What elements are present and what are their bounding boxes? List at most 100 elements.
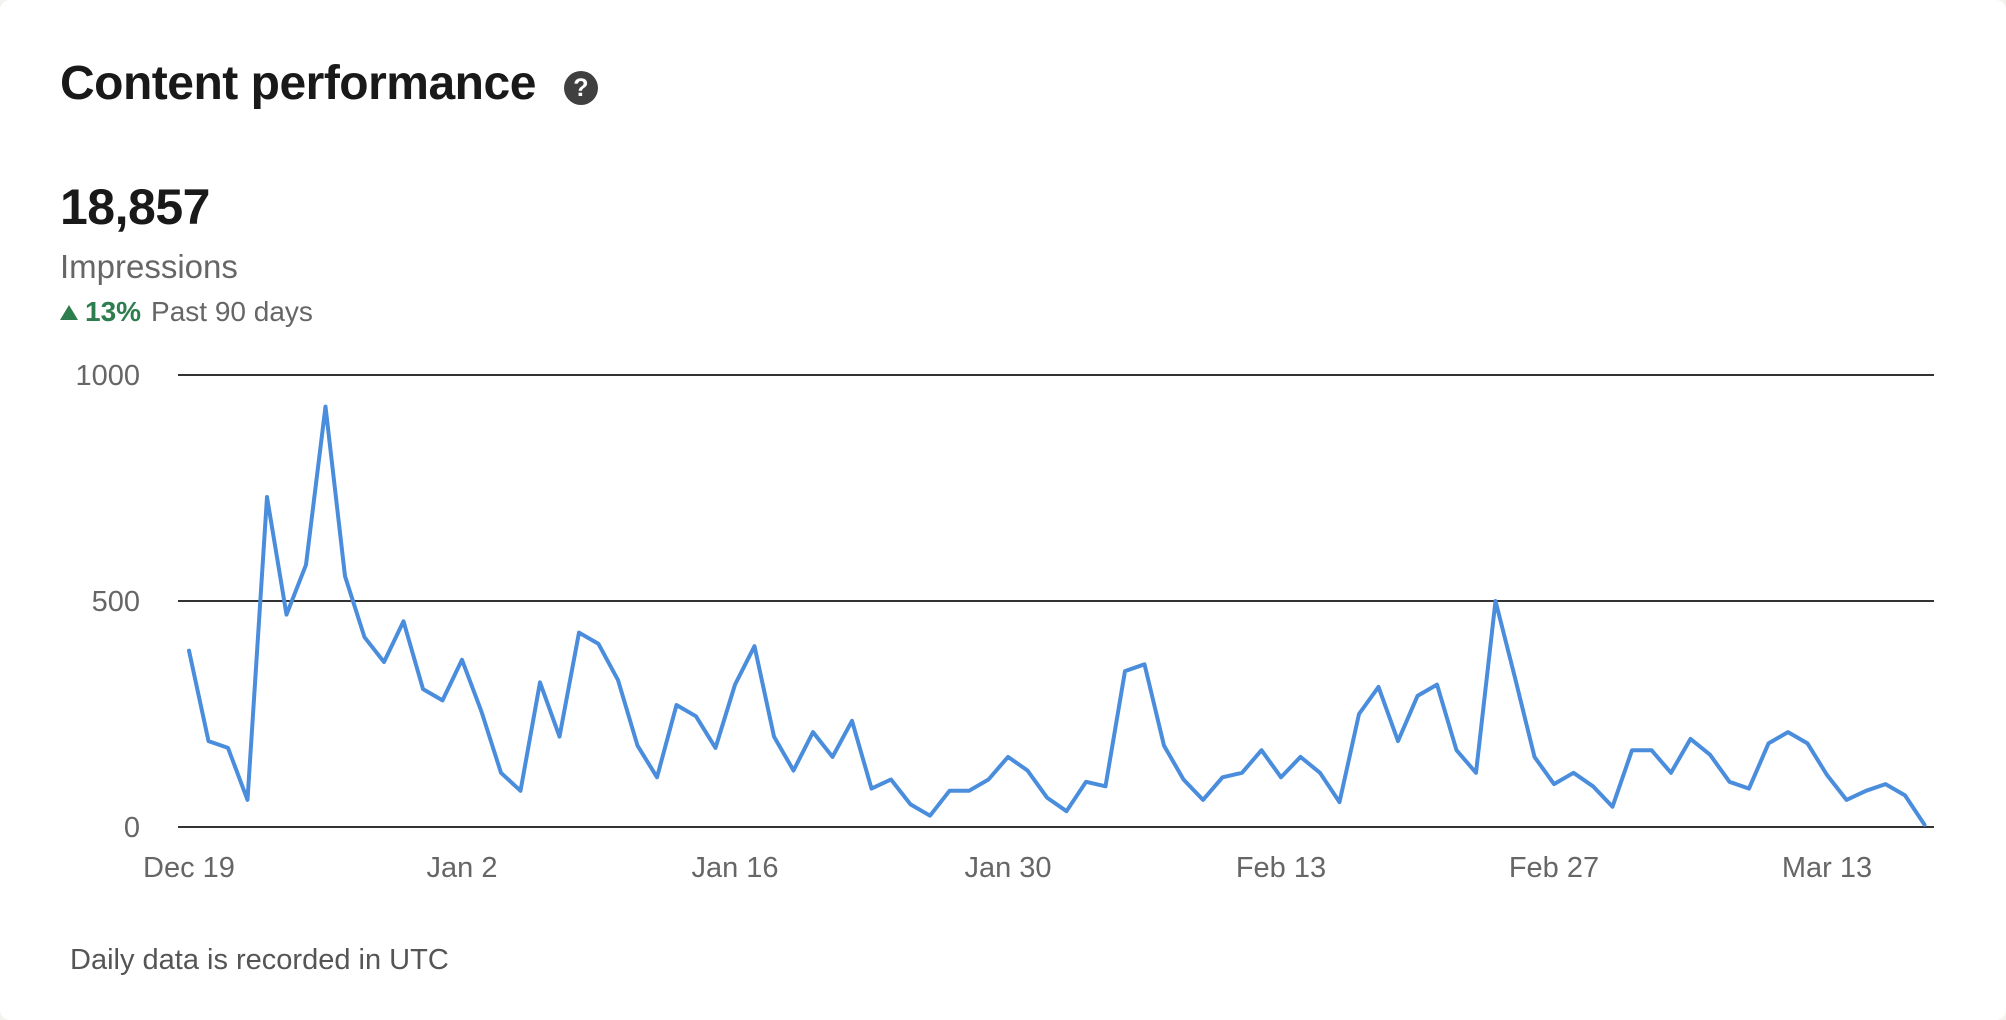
- data-point[interactable]: [906, 799, 916, 809]
- data-point[interactable]: [1413, 691, 1423, 701]
- data-point[interactable]: [867, 784, 877, 794]
- y-tick-label: 1000: [75, 360, 140, 392]
- data-point[interactable]: [652, 772, 662, 782]
- data-point[interactable]: [1432, 680, 1442, 690]
- data-point[interactable]: [730, 680, 740, 690]
- data-point[interactable]: [672, 700, 682, 710]
- data-point[interactable]: [1159, 741, 1169, 751]
- data-point[interactable]: [1686, 734, 1696, 744]
- data-point[interactable]: [1315, 768, 1325, 778]
- data-point[interactable]: [1588, 781, 1598, 791]
- data-point[interactable]: [1510, 673, 1520, 683]
- y-tick-label: 0: [124, 812, 140, 844]
- data-point[interactable]: [1803, 738, 1813, 748]
- data-point[interactable]: [184, 646, 194, 656]
- data-point[interactable]: [1725, 777, 1735, 787]
- data-point[interactable]: [1549, 779, 1559, 789]
- data-point[interactable]: [399, 616, 409, 626]
- data-point[interactable]: [1081, 777, 1091, 787]
- x-tick-label: Feb 27: [1509, 852, 1599, 884]
- x-tick-label: Feb 13: [1236, 852, 1326, 884]
- x-tick-label: Jan 2: [427, 852, 498, 884]
- data-point[interactable]: [1140, 659, 1150, 669]
- data-point[interactable]: [223, 743, 233, 753]
- data-point[interactable]: [1647, 745, 1657, 755]
- data-point[interactable]: [1881, 779, 1891, 789]
- data-point[interactable]: [1920, 820, 1930, 830]
- data-point[interactable]: [1783, 727, 1793, 737]
- data-point[interactable]: [438, 695, 448, 705]
- data-point[interactable]: [1179, 775, 1189, 785]
- data-point[interactable]: [574, 628, 584, 638]
- data-point[interactable]: [418, 684, 428, 694]
- data-point[interactable]: [828, 752, 838, 762]
- data-point[interactable]: [262, 492, 272, 502]
- data-point[interactable]: [1042, 793, 1052, 803]
- data-point[interactable]: [984, 775, 994, 785]
- data-point[interactable]: [847, 716, 857, 726]
- data-point[interactable]: [379, 657, 389, 667]
- data-point[interactable]: [789, 766, 799, 776]
- data-point[interactable]: [496, 768, 506, 778]
- triangle-up-icon: [60, 304, 78, 320]
- data-point[interactable]: [243, 795, 253, 805]
- data-point[interactable]: [1530, 752, 1540, 762]
- data-point[interactable]: [1374, 682, 1384, 692]
- data-point[interactable]: [340, 571, 350, 581]
- x-tick-label: Dec 19: [143, 852, 235, 884]
- data-point[interactable]: [457, 655, 467, 665]
- data-point[interactable]: [1120, 666, 1130, 676]
- data-point[interactable]: [1276, 772, 1286, 782]
- data-point[interactable]: [633, 741, 643, 751]
- data-point[interactable]: [204, 736, 214, 746]
- data-point[interactable]: [1900, 790, 1910, 800]
- data-point[interactable]: [1335, 797, 1345, 807]
- trend-indicator: 13% Past 90 days: [60, 296, 313, 328]
- data-point[interactable]: [964, 786, 974, 796]
- data-point[interactable]: [594, 639, 604, 649]
- data-point[interactable]: [1198, 795, 1208, 805]
- data-point[interactable]: [711, 743, 721, 753]
- data-point[interactable]: [925, 811, 935, 821]
- data-point[interactable]: [613, 675, 623, 685]
- data-point[interactable]: [1354, 709, 1364, 719]
- data-point[interactable]: [1666, 768, 1676, 778]
- data-point[interactable]: [1218, 772, 1228, 782]
- data-point[interactable]: [1452, 745, 1462, 755]
- data-point[interactable]: [282, 610, 292, 620]
- data-point[interactable]: [516, 786, 526, 796]
- data-point[interactable]: [1627, 745, 1637, 755]
- data-point[interactable]: [750, 641, 760, 651]
- data-point[interactable]: [1491, 596, 1501, 606]
- data-point[interactable]: [1569, 768, 1579, 778]
- question-circle-icon[interactable]: ?: [563, 70, 598, 105]
- data-point[interactable]: [886, 775, 896, 785]
- data-point[interactable]: [1842, 795, 1852, 805]
- data-point[interactable]: [321, 402, 331, 412]
- data-point[interactable]: [1003, 752, 1013, 762]
- data-point[interactable]: [535, 677, 545, 687]
- data-point[interactable]: [808, 727, 818, 737]
- data-point[interactable]: [1257, 745, 1267, 755]
- data-point[interactable]: [1023, 766, 1033, 776]
- data-point[interactable]: [1705, 750, 1715, 760]
- data-point[interactable]: [555, 732, 565, 742]
- data-point[interactable]: [1608, 802, 1618, 812]
- data-point[interactable]: [1296, 752, 1306, 762]
- data-point[interactable]: [769, 732, 779, 742]
- data-point[interactable]: [1822, 770, 1832, 780]
- data-point[interactable]: [477, 707, 487, 717]
- data-point[interactable]: [301, 560, 311, 570]
- y-tick-label: 500: [92, 586, 140, 618]
- data-point[interactable]: [1471, 768, 1481, 778]
- data-point[interactable]: [1101, 781, 1111, 791]
- data-point[interactable]: [945, 786, 955, 796]
- data-point[interactable]: [1062, 806, 1072, 816]
- data-point[interactable]: [1393, 736, 1403, 746]
- data-point[interactable]: [1744, 784, 1754, 794]
- data-point[interactable]: [1861, 786, 1871, 796]
- data-point[interactable]: [1764, 738, 1774, 748]
- data-point[interactable]: [1237, 768, 1247, 778]
- data-point[interactable]: [691, 711, 701, 721]
- data-point[interactable]: [360, 632, 370, 642]
